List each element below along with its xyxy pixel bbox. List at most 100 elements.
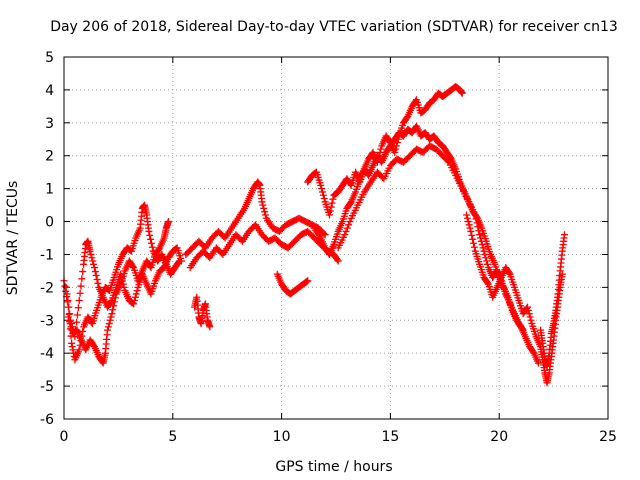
data-point (463, 211, 471, 219)
data-point (146, 231, 154, 239)
y-tick-label: 4 (45, 83, 54, 99)
data-point (471, 211, 479, 219)
data-point (328, 199, 336, 207)
data-point (93, 275, 101, 283)
data-point (130, 300, 138, 308)
data-point (469, 235, 477, 243)
data-point (303, 277, 311, 285)
data-point (482, 254, 490, 262)
data-point (164, 218, 172, 226)
data-point (320, 229, 328, 237)
y-tick-label: -1 (40, 247, 54, 263)
data-point (63, 290, 71, 298)
data-point (148, 243, 156, 251)
data-point (87, 250, 95, 258)
data-point (110, 302, 118, 310)
data-point (131, 293, 139, 301)
data-point (317, 181, 325, 189)
data-point (480, 247, 488, 255)
data-point (86, 247, 94, 255)
data-point (392, 142, 400, 150)
series-4 (182, 178, 329, 258)
data-point (66, 310, 74, 318)
data-point (75, 297, 83, 305)
data-point (477, 237, 485, 245)
axis-tick-labels: 0 5 10 15 20 25 -6 -5 -4 -3 -2 -1 0 1 2 3 4 5 (40, 50, 617, 445)
data-point (478, 241, 486, 249)
data-point (321, 231, 329, 239)
data-point (79, 327, 87, 335)
data-point (523, 303, 531, 311)
data-point (333, 256, 341, 264)
data-point (465, 221, 473, 229)
data-point (505, 269, 513, 277)
data-point (79, 268, 87, 276)
y-tick-label: 1 (45, 182, 54, 198)
data-point (108, 310, 116, 318)
data-point (329, 195, 337, 203)
data-point (64, 313, 72, 321)
data-point (326, 207, 334, 215)
data-point (104, 326, 112, 334)
data-point (174, 258, 182, 266)
data-point (391, 148, 399, 156)
data-point (479, 244, 487, 252)
data-point (320, 195, 328, 203)
data-point (463, 214, 471, 222)
data-point (94, 279, 102, 287)
data-point (178, 257, 186, 265)
data-point (77, 282, 85, 290)
data-point (342, 227, 350, 235)
data-point (89, 257, 97, 265)
data-marks (60, 83, 568, 387)
data-point (90, 260, 98, 268)
data-point (91, 268, 99, 276)
data-point (346, 218, 354, 226)
data-point (66, 320, 74, 328)
data-point (560, 231, 568, 239)
data-point (319, 191, 327, 199)
data-point (518, 325, 526, 333)
data-point (343, 224, 351, 232)
data-point (261, 211, 269, 219)
data-point (74, 304, 82, 312)
data-point (458, 89, 466, 97)
data-point (444, 157, 452, 165)
data-point (327, 203, 335, 211)
data-point (470, 243, 478, 251)
data-point (474, 223, 482, 231)
y-tick-label: 3 (45, 116, 54, 132)
chart-title: Day 206 of 2018, Sidereal Day-to-day VTE… (50, 19, 618, 35)
data-point (65, 316, 73, 324)
data-point (109, 306, 117, 314)
data-point (319, 188, 327, 196)
y-tick-label: -2 (40, 280, 54, 296)
data-point (260, 204, 268, 212)
data-point (476, 234, 484, 242)
data-point (527, 316, 535, 324)
data-point (304, 277, 312, 285)
data-point (64, 297, 72, 305)
y-axis-label: SDTVAR / TECUs (5, 181, 21, 296)
data-point (470, 239, 478, 247)
data-point (145, 227, 153, 235)
y-tick-label: 2 (45, 149, 54, 165)
data-point (525, 310, 533, 318)
data-point (318, 185, 326, 193)
data-point (468, 231, 476, 239)
data-point (90, 264, 98, 272)
x-tick-label: 20 (490, 429, 508, 445)
data-point (325, 211, 333, 219)
data-point (464, 218, 472, 226)
data-point (476, 231, 484, 239)
x-tick-label: 15 (381, 429, 399, 445)
series-6 (191, 293, 214, 331)
x-axis-label: GPS time / hours (275, 459, 392, 475)
data-point (392, 145, 400, 153)
data-point (147, 235, 155, 243)
y-tick-label: -5 (40, 379, 54, 395)
y-tick-label: 0 (45, 215, 54, 231)
data-point (345, 221, 353, 229)
data-point (258, 198, 266, 206)
